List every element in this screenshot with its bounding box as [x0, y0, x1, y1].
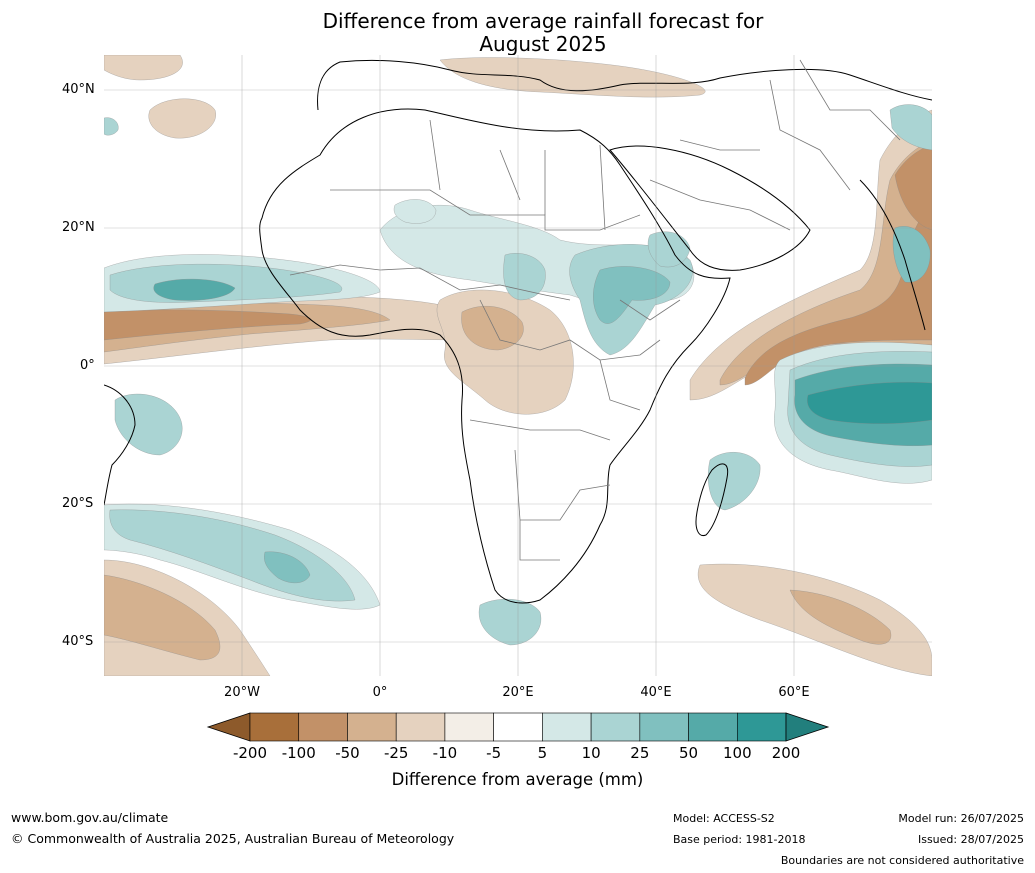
disclaimer-text: Boundaries are not considered authoritat… [780, 854, 1024, 867]
south-america-coastline [104, 384, 136, 506]
wet-region-south-atlantic-core [264, 551, 311, 584]
border-arabia [649, 139, 791, 231]
title-line-1: Difference from average rainfall forecas… [322, 9, 764, 33]
copyright-text: © Commonwealth of Australia 2025, Austra… [11, 831, 455, 846]
colorbar-cell [542, 712, 592, 742]
title-line-2: August 2025 [479, 32, 607, 56]
graticule [104, 55, 932, 676]
colorbar-cell [298, 712, 348, 742]
colorbar-tick-label: 25 [630, 744, 650, 762]
border-central-africa [479, 299, 661, 361]
colorbar-cell [590, 712, 641, 742]
border-west-africa [289, 264, 571, 301]
colorbar-cells [249, 712, 787, 742]
coastlines [104, 59, 932, 604]
lat-label-40s: 40°S [62, 634, 94, 649]
border-asia [769, 59, 901, 191]
wet-region-madagascar-sea [707, 452, 761, 511]
wet-region-persian-gulf [889, 104, 932, 151]
lon-label-20e: 20°E [502, 685, 534, 700]
arabia-coastline [609, 145, 811, 271]
colorbar-tick-label: -25 [383, 744, 409, 762]
colorbar-title: Difference from average (mm) [391, 770, 644, 789]
model-run-text: Model run: 26/07/2025 [898, 812, 1024, 825]
model-text: Model: ACCESS-S2 [673, 812, 775, 825]
lat-label-20s: 20°S [62, 496, 94, 511]
dry-anomaly-regions [104, 55, 932, 676]
dry-region-south-atlantic-core [104, 574, 221, 661]
colorbar-cell [347, 712, 397, 742]
colorbar-tick-label: -5 [486, 744, 502, 762]
colorbar-tick-label: 200 [771, 744, 801, 762]
colorbar-tick-label: 10 [581, 744, 601, 762]
colorbar-tick-label: -100 [281, 744, 316, 762]
border-east-africa [599, 299, 681, 411]
lat-label-20n: 20°N [62, 220, 95, 235]
lon-label-40e: 40°E [640, 685, 672, 700]
base-period-text: Base period: 1981-2018 [673, 833, 806, 846]
dry-region-north-atlantic [104, 55, 183, 81]
colorbar-tick-label: -50 [335, 744, 360, 762]
colorbar-cell [493, 712, 543, 742]
dry-region-south-indian [698, 563, 932, 676]
madagascar-coastline [695, 463, 729, 537]
colorbar-tick-label: 100 [722, 744, 752, 762]
map-panel [104, 55, 932, 676]
wet-region-atlantic-band-core [153, 278, 236, 301]
dry-region-south-indian-core [789, 589, 892, 645]
lon-label-20w: 20°W [224, 685, 260, 700]
colorbar-cell [395, 712, 446, 742]
website-link[interactable]: www.bom.gov.au/climate [11, 810, 169, 825]
wet-region-red-sea [647, 231, 691, 268]
colorbar-cell [736, 712, 787, 742]
lon-label-0: 0° [372, 685, 388, 700]
wet-region-arabian-sea [892, 226, 931, 283]
colorbar [206, 712, 830, 742]
colorbar-cell [444, 712, 494, 742]
colorbar-tick-label: 50 [679, 744, 699, 762]
dry-region-central-africa-core [461, 305, 524, 351]
colorbar-cell [639, 712, 689, 742]
dry-region-azores [148, 98, 216, 139]
colorbar-cell [688, 712, 738, 742]
lat-label-0: 0° [80, 358, 95, 373]
wet-region-west-africa-patch [393, 199, 437, 224]
issued-text: Issued: 28/07/2025 [917, 833, 1024, 846]
lat-label-40n: 40°N [62, 82, 95, 97]
colorbar-extend-high [785, 712, 830, 742]
wet-region-canaries [104, 117, 119, 136]
wet-region-cape [478, 599, 542, 646]
map-title: Difference from average rainfall forecas… [230, 10, 856, 56]
colorbar-extend-low [206, 712, 251, 742]
dry-region-arabian-sea [894, 144, 932, 231]
wet-region-indian-ocean-max [807, 382, 932, 424]
border-north-africa [429, 119, 606, 231]
colorbar-tick-label: -200 [232, 744, 268, 762]
border-southern-africa [469, 419, 611, 561]
dry-region-mediterranean [439, 57, 706, 98]
lon-label-60e: 60°E [778, 685, 810, 700]
colorbar-tick-label: -10 [432, 744, 458, 762]
country-borders [289, 59, 901, 561]
colorbar-cell [249, 712, 300, 742]
colorbar-tick-label: 5 [537, 744, 548, 762]
wet-region-east-africa-core [593, 266, 671, 324]
india-coastline [859, 179, 926, 331]
africa-coastline [259, 108, 731, 604]
